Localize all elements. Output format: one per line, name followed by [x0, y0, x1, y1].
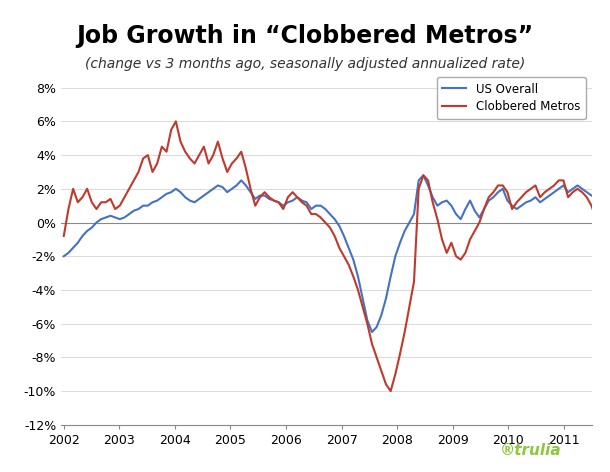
Clobbered Metros — [373, 354, 380, 360]
Text: Job Growth in “Clobbered Metros”: Job Growth in “Clobbered Metros” — [76, 24, 534, 48]
Text: ®trulia: ®trulia — [500, 443, 561, 458]
Clobbered Metros — [508, 206, 515, 212]
Legend: US Overall, Clobbered Metros: US Overall, Clobbered Metros — [437, 77, 586, 119]
US Overall — [210, 186, 217, 192]
US Overall — [508, 203, 515, 209]
Line: US Overall: US Overall — [64, 175, 610, 332]
Clobbered Metros — [606, 194, 610, 200]
Line: Clobbered Metros: Clobbered Metros — [64, 121, 610, 391]
US Overall — [420, 172, 427, 178]
Clobbered Metros — [60, 233, 68, 239]
US Overall — [177, 189, 184, 195]
US Overall — [368, 329, 376, 335]
Clobbered Metros — [214, 139, 221, 144]
US Overall — [373, 324, 380, 330]
US Overall — [453, 211, 460, 217]
Clobbered Metros — [453, 253, 460, 259]
US Overall — [60, 253, 68, 259]
Text: (change vs 3 months ago, seasonally adjusted annualized rate): (change vs 3 months ago, seasonally adju… — [85, 57, 525, 71]
Clobbered Metros — [387, 388, 394, 394]
Clobbered Metros — [182, 149, 189, 154]
Clobbered Metros — [172, 118, 179, 124]
US Overall — [606, 186, 610, 192]
